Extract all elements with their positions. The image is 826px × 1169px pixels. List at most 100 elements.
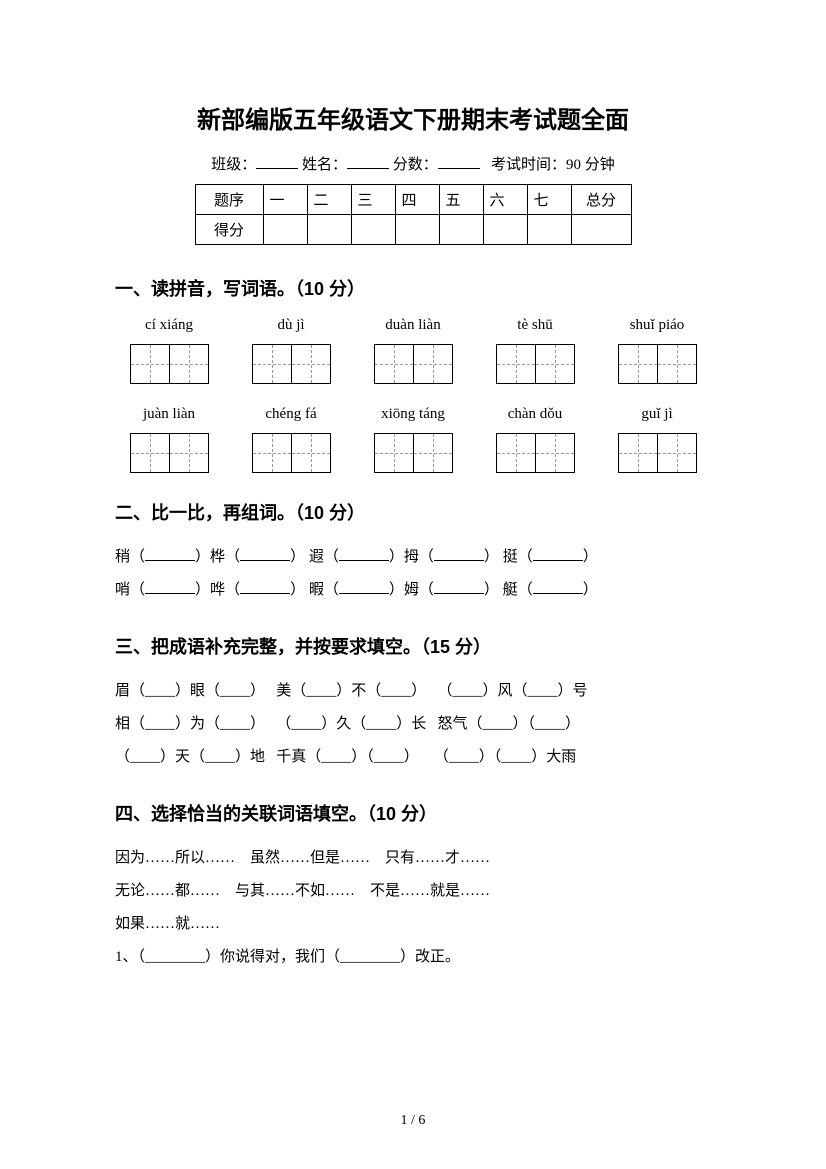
q2-blank[interactable] [339, 546, 389, 561]
section3-row3: （____）天（____）地 千真（____）（____） （____）（___… [115, 741, 711, 774]
pinyin-text: guǐ jì [641, 406, 672, 423]
section1-title: 一、读拼音，写词语。（10 分） [115, 275, 711, 301]
col-1: 一 [263, 185, 307, 215]
option: 无论……都…… [115, 883, 220, 899]
q2-char: 姆 [404, 582, 419, 598]
pinyin-text: chéng fá [265, 406, 316, 423]
meta-line: 班级： 姓名： 分数： 考试时间：90 分钟 [115, 153, 711, 174]
option: 只有……才…… [385, 850, 490, 866]
section2-row1: 稍（）桦（） 遐（）拇（） 挺（） [115, 541, 711, 574]
q2-char: 挺 [503, 549, 518, 565]
q2-blank[interactable] [145, 579, 195, 594]
q2-char: 稍 [115, 549, 130, 565]
idiom: 千真（____）（____） [276, 749, 419, 765]
col-3: 三 [351, 185, 395, 215]
score-blank[interactable] [438, 154, 480, 169]
section3-row2: 相（____）为（____） （____）久（____）长 怒气（____）（_… [115, 708, 711, 741]
page-title: 新部编版五年级语文下册期末考试题全面 [115, 100, 711, 135]
score-header: 题序 一 二 三 四 五 六 七 总分 [195, 185, 631, 215]
blank-3[interactable] [351, 215, 395, 245]
pinyin-item: guǐ jì [603, 406, 711, 473]
option: 因为……所以…… [115, 850, 235, 866]
blank-6[interactable] [483, 215, 527, 245]
blank-total[interactable] [571, 215, 631, 245]
idiom: 怒气（____）（____） [438, 716, 581, 732]
col-2: 二 [307, 185, 351, 215]
idiom: 眉（____）眼（____） [115, 683, 265, 699]
pinyin-row-1: cí xiáng dù jì duàn liàn tè shū shuǐ piá… [115, 317, 711, 384]
q2-char: 遐 [309, 549, 324, 565]
name-label: 姓名： [302, 157, 347, 173]
option: 与其……不如…… [235, 883, 355, 899]
q2-char: 拇 [404, 549, 419, 565]
col-total: 总分 [571, 185, 631, 215]
char-box-pair[interactable] [496, 344, 575, 384]
q2-blank[interactable] [533, 546, 583, 561]
char-box-pair[interactable] [252, 433, 331, 473]
char-box-pair[interactable] [496, 433, 575, 473]
pinyin-item: juàn liàn [115, 406, 223, 473]
blank-1[interactable] [263, 215, 307, 245]
score-table: 题序 一 二 三 四 五 六 七 总分 得分 [195, 184, 632, 245]
pinyin-item: duàn liàn [359, 317, 467, 384]
section4-q1: 1、（________）你说得对，我们（________）改正。 [115, 941, 711, 974]
section4-title: 四、选择恰当的关联词语填空。（10 分） [115, 800, 711, 826]
page-number: 1 / 6 [0, 1113, 826, 1129]
pinyin-item: cí xiáng [115, 317, 223, 384]
idiom: 美（____）不（____） [276, 683, 426, 699]
idiom: （____）久（____）长 [276, 716, 426, 732]
q2-blank[interactable] [434, 579, 484, 594]
idiom: 相（____）为（____） [115, 716, 265, 732]
q2-char: 艇 [503, 582, 518, 598]
pinyin-text: xiōng táng [381, 406, 445, 423]
pinyin-item: chàn dǒu [481, 406, 589, 473]
section3-row1: 眉（____）眼（____） 美（____）不（____） （____）风（__… [115, 675, 711, 708]
section4-options1: 因为……所以…… 虽然……但是…… 只有……才…… [115, 842, 711, 875]
col-5: 五 [439, 185, 483, 215]
blank-2[interactable] [307, 215, 351, 245]
pinyin-text: dù jì [277, 317, 304, 334]
pinyin-item: chéng fá [237, 406, 345, 473]
char-box-pair[interactable] [130, 344, 209, 384]
blank-5[interactable] [439, 215, 483, 245]
col-7: 七 [527, 185, 571, 215]
q2-char: 哨 [115, 582, 130, 598]
char-box-pair[interactable] [374, 433, 453, 473]
q2-blank[interactable] [145, 546, 195, 561]
class-blank[interactable] [256, 154, 298, 169]
score-label: 分数： [393, 157, 438, 173]
char-box-pair[interactable] [618, 433, 697, 473]
section2-row2: 哨（）哗（） 暇（）姆（） 艇（） [115, 574, 711, 607]
option: 虽然……但是…… [250, 850, 370, 866]
blank-7[interactable] [527, 215, 571, 245]
pinyin-item: tè shū [481, 317, 589, 384]
q2-blank[interactable] [533, 579, 583, 594]
blank-4[interactable] [395, 215, 439, 245]
pinyin-text: cí xiáng [145, 317, 193, 334]
col-4: 四 [395, 185, 439, 215]
q2-char: 桦 [210, 549, 225, 565]
q2-char: 哗 [210, 582, 225, 598]
pinyin-text: juàn liàn [143, 406, 195, 423]
section2-title: 二、比一比，再组词。（10 分） [115, 499, 711, 525]
q2-blank[interactable] [240, 579, 290, 594]
q2-char: 暇 [309, 582, 324, 598]
char-box-pair[interactable] [130, 433, 209, 473]
q2-blank[interactable] [339, 579, 389, 594]
class-label: 班级： [211, 157, 256, 173]
section3-title: 三、把成语补充完整，并按要求填空。（15 分） [115, 633, 711, 659]
idiom: （____）风（____）号 [438, 683, 588, 699]
q2-blank[interactable] [240, 546, 290, 561]
q2-blank[interactable] [434, 546, 484, 561]
col-6: 六 [483, 185, 527, 215]
char-box-pair[interactable] [618, 344, 697, 384]
row-label-cell: 得分 [195, 215, 263, 245]
char-box-pair[interactable] [252, 344, 331, 384]
char-box-pair[interactable] [374, 344, 453, 384]
pinyin-item: shuǐ piáo [603, 317, 711, 384]
name-blank[interactable] [347, 154, 389, 169]
pinyin-text: chàn dǒu [508, 406, 563, 423]
pinyin-item: xiōng táng [359, 406, 467, 473]
pinyin-item: dù jì [237, 317, 345, 384]
section4-options2: 无论……都…… 与其……不如…… 不是……就是…… [115, 875, 711, 908]
